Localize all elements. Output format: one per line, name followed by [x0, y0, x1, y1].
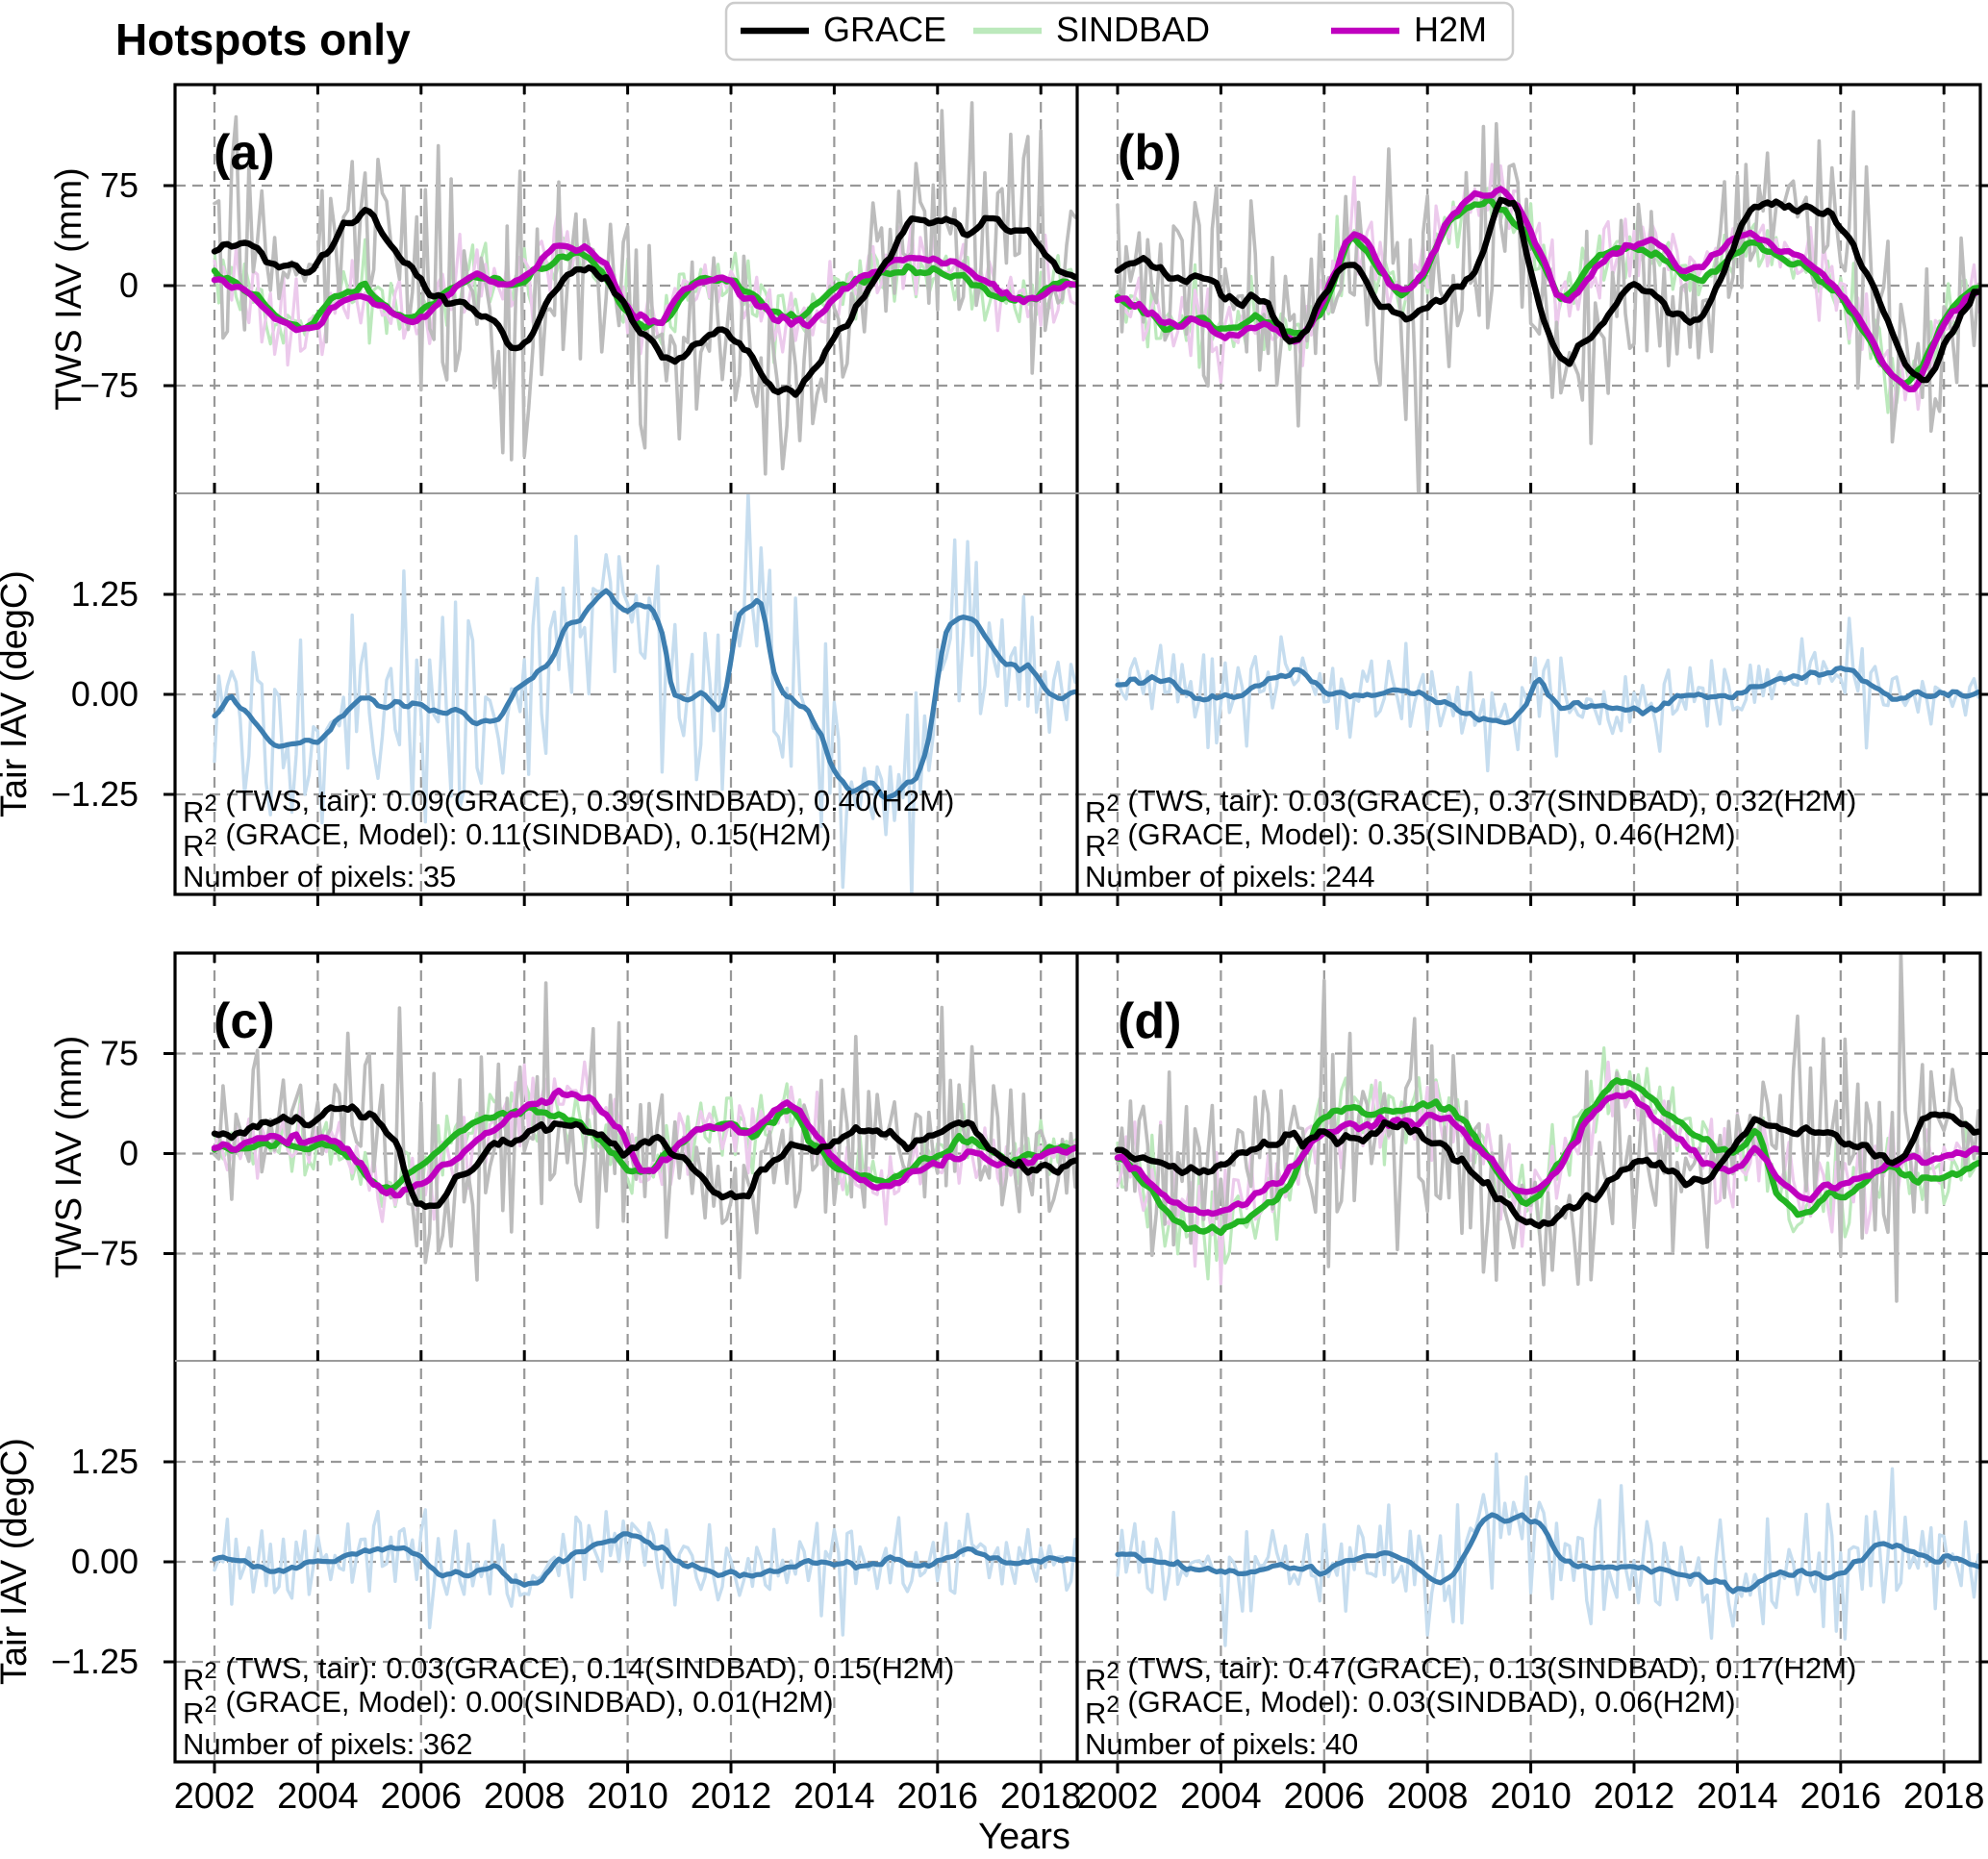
svg-text:2008: 2008	[1387, 1776, 1469, 1817]
svg-text:2012: 2012	[1594, 1776, 1675, 1817]
svg-text:2014: 2014	[793, 1776, 875, 1817]
svg-text:−75: −75	[80, 1234, 138, 1273]
svg-text:75: 75	[100, 1034, 138, 1073]
svg-text:2010: 2010	[587, 1776, 668, 1817]
svg-text:−1.25: −1.25	[51, 774, 138, 814]
svg-text:−75: −75	[80, 365, 138, 405]
svg-text:2016: 2016	[897, 1776, 979, 1817]
svg-text:2002: 2002	[1077, 1776, 1159, 1817]
svg-text:Tair IAV (degC): Tair IAV (degC)	[0, 1438, 35, 1685]
svg-text:Number of pixels: 40: Number of pixels: 40	[1085, 1727, 1358, 1761]
svg-text:2018: 2018	[1000, 1776, 1082, 1817]
svg-text:(b): (b)	[1118, 125, 1181, 181]
svg-text:Number of pixels: 362: Number of pixels: 362	[183, 1727, 473, 1761]
svg-text:75: 75	[100, 165, 138, 205]
svg-text:2010: 2010	[1490, 1776, 1572, 1817]
svg-text:SINDBAD: SINDBAD	[1056, 10, 1210, 49]
svg-text:2014: 2014	[1697, 1776, 1778, 1817]
svg-text:Tair IAV (degC): Tair IAV (degC)	[0, 570, 35, 817]
svg-text:2016: 2016	[1800, 1776, 1882, 1817]
svg-text:1.25: 1.25	[71, 1442, 138, 1481]
svg-text:−1.25: −1.25	[51, 1642, 138, 1681]
svg-text:0: 0	[119, 1134, 138, 1173]
svg-text:2004: 2004	[1180, 1776, 1262, 1817]
svg-text:(c): (c)	[214, 993, 275, 1049]
svg-text:2002: 2002	[174, 1776, 256, 1817]
svg-text:Number of pixels: 35: Number of pixels: 35	[183, 860, 456, 893]
svg-text:TWS IAV (mm): TWS IAV (mm)	[49, 1036, 89, 1279]
svg-text:2006: 2006	[1284, 1776, 1366, 1817]
svg-text:H2M: H2M	[1414, 10, 1487, 49]
svg-text:2008: 2008	[484, 1776, 566, 1817]
svg-text:TWS IAV (mm): TWS IAV (mm)	[49, 167, 89, 411]
svg-text:GRACE: GRACE	[823, 10, 946, 49]
svg-text:1.25: 1.25	[71, 574, 138, 614]
svg-text:Number of pixels: 244: Number of pixels: 244	[1085, 860, 1375, 893]
svg-text:Hotspots only: Hotspots only	[115, 14, 411, 64]
svg-text:0.00: 0.00	[71, 1542, 138, 1581]
svg-text:2018: 2018	[1903, 1776, 1985, 1817]
svg-text:Years: Years	[978, 1817, 1070, 1854]
svg-text:0.00: 0.00	[71, 674, 138, 714]
svg-text:(a): (a)	[214, 125, 275, 181]
svg-text:0: 0	[119, 265, 138, 305]
svg-text:2004: 2004	[277, 1776, 359, 1817]
svg-text:2006: 2006	[381, 1776, 463, 1817]
svg-text:2012: 2012	[691, 1776, 772, 1817]
svg-text:(d): (d)	[1118, 993, 1181, 1049]
